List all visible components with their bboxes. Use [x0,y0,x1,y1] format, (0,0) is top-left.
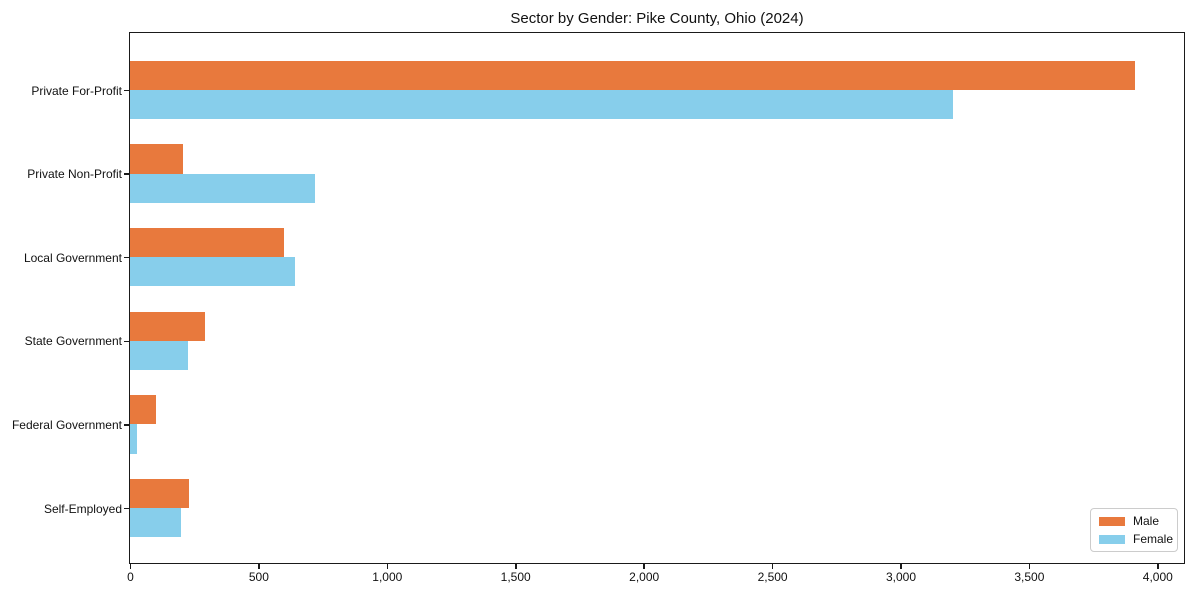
x-tick-label: 2,000 [629,570,660,584]
y-tick [124,173,129,175]
x-tick [515,564,517,569]
x-tick-label: 1,000 [372,570,403,584]
bar-female-private-non-profit [130,173,316,203]
x-tick-label: 3,500 [1014,570,1045,584]
bar-female-federal-government [130,424,137,454]
y-tick [124,89,129,92]
bar-female-self-employed [130,508,182,538]
y-tick-label-local-government: Local Government [23,250,122,265]
chart-title: Sector by Gender: Pike County, Ohio (202… [510,10,804,27]
legend-swatch-male [1099,516,1125,526]
x-tick-label: 500 [248,570,269,584]
bar-male-private-non-profit [130,144,183,174]
legend-item-male: Male [1099,514,1177,529]
x-tick [900,564,902,569]
bar-male-private-for-profit [130,60,1136,90]
plot-area [129,32,1185,564]
x-tick [129,564,132,569]
y-tick-label-state-government: State Government [24,334,122,349]
x-tick [643,564,645,569]
y-tick [124,256,129,259]
x-tick [1028,564,1031,569]
legend: Male Female [1090,508,1178,552]
x-tick-label: 2,500 [757,570,788,584]
bar-male-self-employed [130,478,190,508]
y-tick-label-federal-government: Federal Government [11,417,122,432]
bar-male-federal-government [130,395,156,425]
bar-male-state-government [130,311,205,341]
x-tick [258,564,260,569]
y-tick-label-private-for-profit: Private For-Profit [31,83,122,98]
bar-male-local-government [130,227,285,258]
legend-item-female: Female [1099,532,1177,547]
x-tick [771,564,774,569]
y-tick-label-private-non-profit: Private Non-Profit [27,167,122,182]
legend-label-female: Female [1133,532,1174,546]
y-tick [124,424,129,426]
x-tick [1157,564,1159,569]
bar-female-local-government [130,257,295,287]
x-tick-label: 4,000 [1142,570,1173,584]
x-tick [386,564,389,569]
y-tick-label-self-employed: Self-Employed [43,501,122,516]
legend-swatch-female [1099,534,1125,544]
x-tick-label: 1,500 [500,570,531,584]
y-tick [124,507,129,510]
bar-female-private-for-profit [130,90,953,120]
legend-label-male: Male [1133,514,1160,528]
x-tick-label: 0 [127,570,134,584]
y-tick [124,340,129,342]
x-tick-label: 3,000 [885,570,917,584]
bar-female-state-government [130,340,188,371]
